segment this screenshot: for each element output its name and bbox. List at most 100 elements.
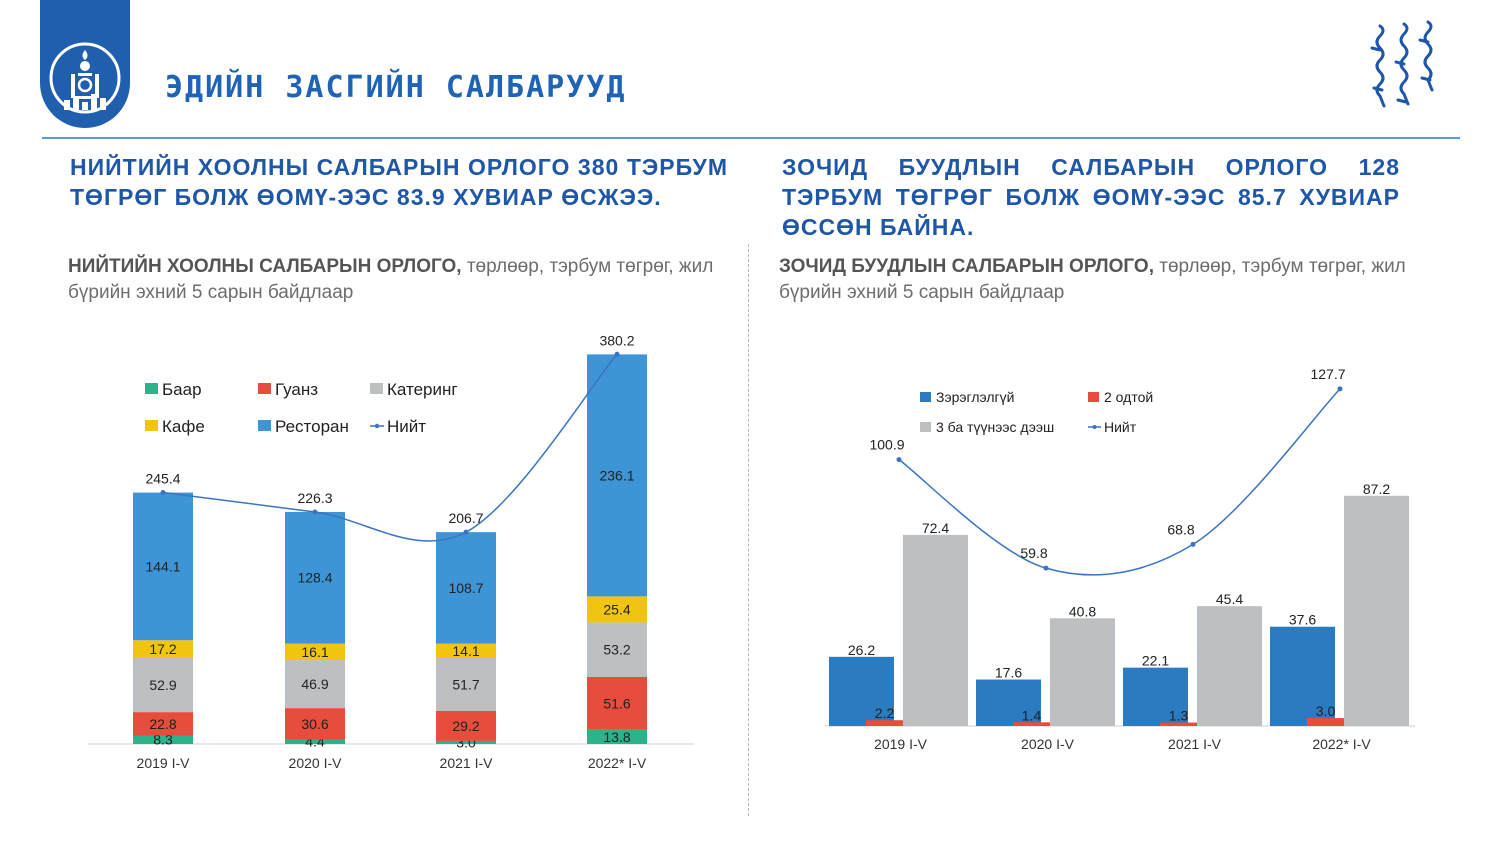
total-line-2: [898, 388, 1341, 576]
bar-label-ресторан-1: 128.4: [297, 570, 332, 586]
bar-label-гуанз-2: 29.2: [452, 718, 479, 734]
total2-point-1: [1043, 565, 1049, 571]
total2-label-3: 127.7: [1310, 366, 1345, 382]
total2-point-0: [896, 457, 902, 463]
bar-катеринг-1: [285, 660, 345, 709]
bar2-3-ба-түүнээс-дээш-0: [903, 534, 968, 726]
legend-label-ресторан: Ресторан: [275, 417, 349, 436]
total-point-0: [160, 489, 166, 495]
soyombo-logo-icon: [49, 42, 121, 114]
page-title: ЭДИЙН ЗАСГИЙН САЛБАРУУД: [165, 70, 627, 105]
total-label-1: 226.3: [297, 490, 332, 506]
bar-баар-1: [285, 739, 345, 744]
bar-label-баар-0: 8.3: [153, 732, 173, 748]
bar-label-катеринг-0: 52.9: [149, 677, 176, 693]
bar-ресторан-2: [436, 532, 496, 644]
legend2-swatch-2-одтой: [1088, 392, 1099, 402]
bar-ресторан-3: [587, 354, 647, 597]
legend-swatch-ресторан: [258, 420, 271, 431]
bar2-зэрэглэлгүй-3: [1270, 626, 1335, 726]
bar2-зэрэглэлгүй-2: [1123, 667, 1188, 726]
bar2-2-одтой-3: [1307, 718, 1344, 726]
legend2-label-нийт: Нийт: [1104, 419, 1137, 435]
total2-point-2: [1190, 541, 1196, 547]
bar2-label-2-одтой-1: 1.4: [1022, 707, 1042, 723]
right-headline: ЗОЧИД БУУДЛЫН САЛБАРЫН ОРЛОГО 128 ТЭРБУМ…: [782, 154, 1400, 240]
bar2-зэрэглэлгүй-1: [976, 679, 1041, 726]
left-subtitle-bold: НИЙТИЙН ХООЛНЫ САЛБАРЫН ОРЛОГО,: [68, 256, 462, 277]
bar-катеринг-3: [587, 622, 647, 677]
bar-label-кафе-3: 25.4: [603, 601, 630, 617]
legend-label-нийт: Нийт: [387, 417, 426, 436]
legend2-swatch-total-dot: [1092, 425, 1097, 429]
left-subtitle-rest: төрлөөр, тэрбум төгрөг, жил бүрийн эхний…: [68, 256, 714, 303]
bar2-label-зэрэглэлгүй-0: 26.2: [848, 642, 875, 658]
bar2-label-зэрэглэлгүй-1: 17.6: [995, 665, 1022, 681]
bar2-label-3-ба-түүнээс-дээш-0: 72.4: [922, 520, 949, 536]
bar2-label-2-одтой-3: 3.0: [1316, 703, 1336, 719]
left-headline: НИЙТИЙН ХООЛНЫ САЛБАРЫН ОРЛОГО 380 ТЭРБУ…: [70, 154, 728, 210]
legend2-swatch-3-ба-түүнээс-дээш: [920, 422, 931, 432]
bar2-label-зэрэглэлгүй-3: 37.6: [1289, 612, 1316, 628]
legend-label-гуанз: Гуанз: [275, 380, 318, 399]
bar-кафе-2: [436, 643, 496, 659]
bar-label-ресторан-2: 108.7: [448, 580, 483, 596]
mongolian-script-icon: [1370, 20, 1434, 108]
total-line: [162, 353, 618, 542]
bar-label-ресторан-3: 236.1: [599, 467, 634, 483]
bar-кафе-0: [133, 640, 193, 658]
bar-катеринг-0: [133, 657, 193, 713]
bar2-2-одтой-0: [866, 720, 903, 726]
header-divider: [42, 137, 1460, 139]
legend-label-катеринг: Катеринг: [387, 380, 458, 399]
total-label-2: 206.7: [448, 510, 483, 526]
bar2-label-2-одтой-0: 2.2: [875, 705, 895, 721]
bar-label-гуанз-0: 22.8: [149, 716, 176, 732]
bar-баар-0: [133, 735, 193, 744]
bar2-label-3-ба-түүнээс-дээш-2: 45.4: [1216, 591, 1243, 607]
x2-tick-label-3: 2022* I-V: [1312, 736, 1371, 752]
bar-label-кафе-1: 16.1: [301, 644, 328, 660]
x2-tick-label-0: 2019 I-V: [874, 736, 928, 752]
bar-кафе-3: [587, 596, 647, 623]
x2-tick-label-2: 2021 I-V: [1168, 736, 1222, 752]
bar-гуанз-3: [587, 676, 647, 730]
right-chart-subtitle: ЗОЧИД БУУДЛЫН САЛБАРЫН ОРЛОГО, төрлөөр, …: [779, 254, 1419, 306]
legend-swatch-баар: [145, 383, 158, 394]
bar2-2-одтой-2: [1160, 722, 1197, 726]
bar2-зэрэглэлгүй-0: [829, 656, 894, 726]
bar-label-гуанз-1: 30.6: [301, 716, 328, 732]
legend2-swatch-зэрэглэлгүй: [920, 392, 931, 402]
total2-label-1: 59.8: [1020, 545, 1047, 561]
bar-label-кафе-2: 14.1: [452, 643, 479, 659]
bar-label-катеринг-2: 51.7: [452, 676, 479, 692]
left-chart-subtitle: НИЙТИЙН ХООЛНЫ САЛБАРЫН ОРЛОГО, төрлөөр,…: [68, 254, 723, 306]
bar-label-катеринг-3: 53.2: [603, 642, 630, 658]
x-tick-label-2: 2021 I-V: [440, 755, 494, 771]
total2-point-3: [1337, 386, 1343, 392]
x2-tick-label-1: 2020 I-V: [1021, 736, 1075, 752]
bar-label-кафе-0: 17.2: [149, 641, 176, 657]
total-point-2: [463, 529, 469, 535]
logo-badge: [40, 0, 130, 128]
x-tick-label-1: 2020 I-V: [289, 755, 343, 771]
legend-label-кафе: Кафе: [162, 417, 205, 436]
x-tick-label-3: 2022* I-V: [588, 755, 647, 771]
hotel-revenue-chart: 26.2 2.2 72.4 2019 I-V 17.6 1.4 40.8 2020 I-V 22…: [825, 366, 1415, 752]
bar-гуанз-0: [133, 712, 193, 736]
bar-кафе-1: [285, 643, 345, 661]
bar-баар-3: [587, 729, 647, 744]
bar-label-баар-3: 13.8: [603, 729, 630, 745]
x-tick-label-0: 2019 I-V: [137, 755, 191, 771]
total2-label-2: 68.8: [1167, 521, 1194, 537]
legend2-label-зэрэглэлгүй: Зэрэглэлгүй: [936, 389, 1014, 405]
panel-divider: [748, 244, 749, 816]
bar-гуанз-2: [436, 710, 496, 741]
total2-label-0: 100.9: [869, 437, 904, 453]
legend-swatch-гуанз: [258, 383, 271, 394]
right-subtitle-bold: ЗОЧИД БУУДЛЫН САЛБАРЫН ОРЛОГО,: [779, 256, 1154, 277]
bar2-2-одтой-1: [1013, 722, 1050, 726]
bar2-3-ба-түүнээс-дээш-1: [1050, 618, 1115, 726]
bar2-label-зэрэглэлгүй-2: 22.1: [1142, 653, 1169, 669]
